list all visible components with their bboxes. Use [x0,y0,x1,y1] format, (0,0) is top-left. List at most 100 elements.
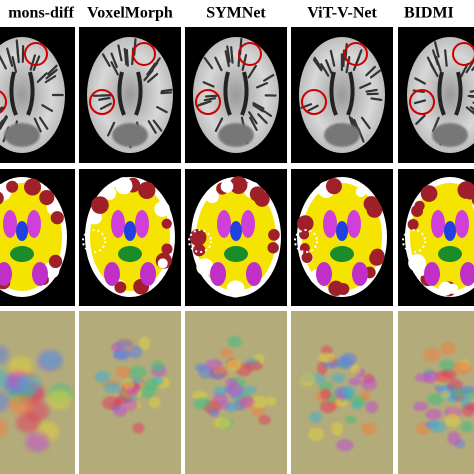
seg-cortex [267,242,279,254]
sulcus [432,116,440,133]
highlight-circle [0,90,7,114]
field-blob [212,366,227,375]
field-blob [308,427,325,442]
seg-putamen [217,210,231,238]
sulcus [263,73,275,82]
field-blob [148,396,161,409]
seg-putamen [3,210,17,238]
sulcus [248,111,258,125]
sulcus [342,49,346,68]
sulcus [360,116,371,130]
field-blob [227,335,242,348]
field-blob [25,431,50,452]
sulcus [252,102,265,110]
field-blob [258,414,271,425]
field-blob [318,352,336,363]
seg-cortex [102,186,117,200]
field-blob [220,347,233,358]
field-blob [251,406,265,418]
field-blob [115,366,132,379]
sulcus [45,69,57,80]
sulcus [306,104,319,112]
cerebellum [112,123,148,147]
sulcus [33,117,42,133]
deformation-image [291,311,393,474]
field-blob [460,385,474,394]
sulcus [196,101,209,107]
field-blob [460,421,474,433]
seg-cerebellum [316,262,332,286]
seg-thalamus [336,221,348,241]
field-blob [428,420,447,433]
sulcus [203,56,214,70]
seg-cortex [249,186,266,202]
field-blob [336,439,354,452]
seg-putamen [455,210,469,238]
field-blob [321,345,333,356]
field-blob [446,379,463,391]
sulcus [6,50,14,67]
field-blob [331,421,344,436]
sulcus [365,88,378,93]
sulcus [202,81,215,88]
sulcus [460,62,469,78]
sulcus [38,116,49,130]
seg-cortex [447,283,459,295]
highlight-dotted [294,229,318,253]
sulcus [0,115,8,129]
sulcus [226,45,231,63]
field-blob [227,383,244,398]
sulcus [434,41,440,58]
seg-cortex [220,180,234,193]
sulcus [465,106,474,115]
field-blob [8,356,33,377]
seg-cerebellum [0,262,12,286]
field-blob [116,339,133,349]
field-blob [439,359,455,372]
seg-cortex [50,211,64,225]
highlight-circle [301,89,327,115]
sulcus [107,121,116,137]
sulcus [29,54,37,71]
sulcus [47,64,58,76]
ventricles [437,71,463,116]
highlight-circle [344,42,368,66]
field-blob [138,336,151,351]
seg-thalamus [124,221,136,241]
field-blob [427,393,444,406]
field-blob [226,358,242,372]
field-blob [320,388,332,400]
seg-cortex [301,251,313,263]
field-blob [318,381,334,392]
sulcus [359,82,372,90]
field-blob [360,390,371,402]
ventricles [329,71,355,116]
seg-thalamus [16,221,28,241]
segmentation-image [79,169,181,306]
sulcus [429,62,439,78]
field-blob [9,395,34,416]
sulcus [431,49,439,66]
sulcus [230,46,234,64]
sulcus [98,96,111,101]
cerebellum [218,123,254,147]
seg-cortex [154,201,170,217]
sulcus [125,49,129,67]
field-blob [122,399,138,412]
highlight-circle [409,89,435,115]
field-blob [225,402,237,413]
field-blob [0,345,9,365]
segmentation-image [291,169,393,306]
seg-cerebellum [210,262,226,286]
field-blob [345,415,357,424]
ventricles [117,71,143,116]
seg-cortex [91,196,109,214]
field-blob [361,422,377,436]
seg-cortex [114,281,127,294]
field-blob [113,350,129,360]
highlight-circle [24,42,48,66]
seg-cortex [325,178,342,195]
seg-cerebellum [104,262,120,286]
seg-cerebellum [246,262,262,286]
seg-cortex [337,282,350,295]
